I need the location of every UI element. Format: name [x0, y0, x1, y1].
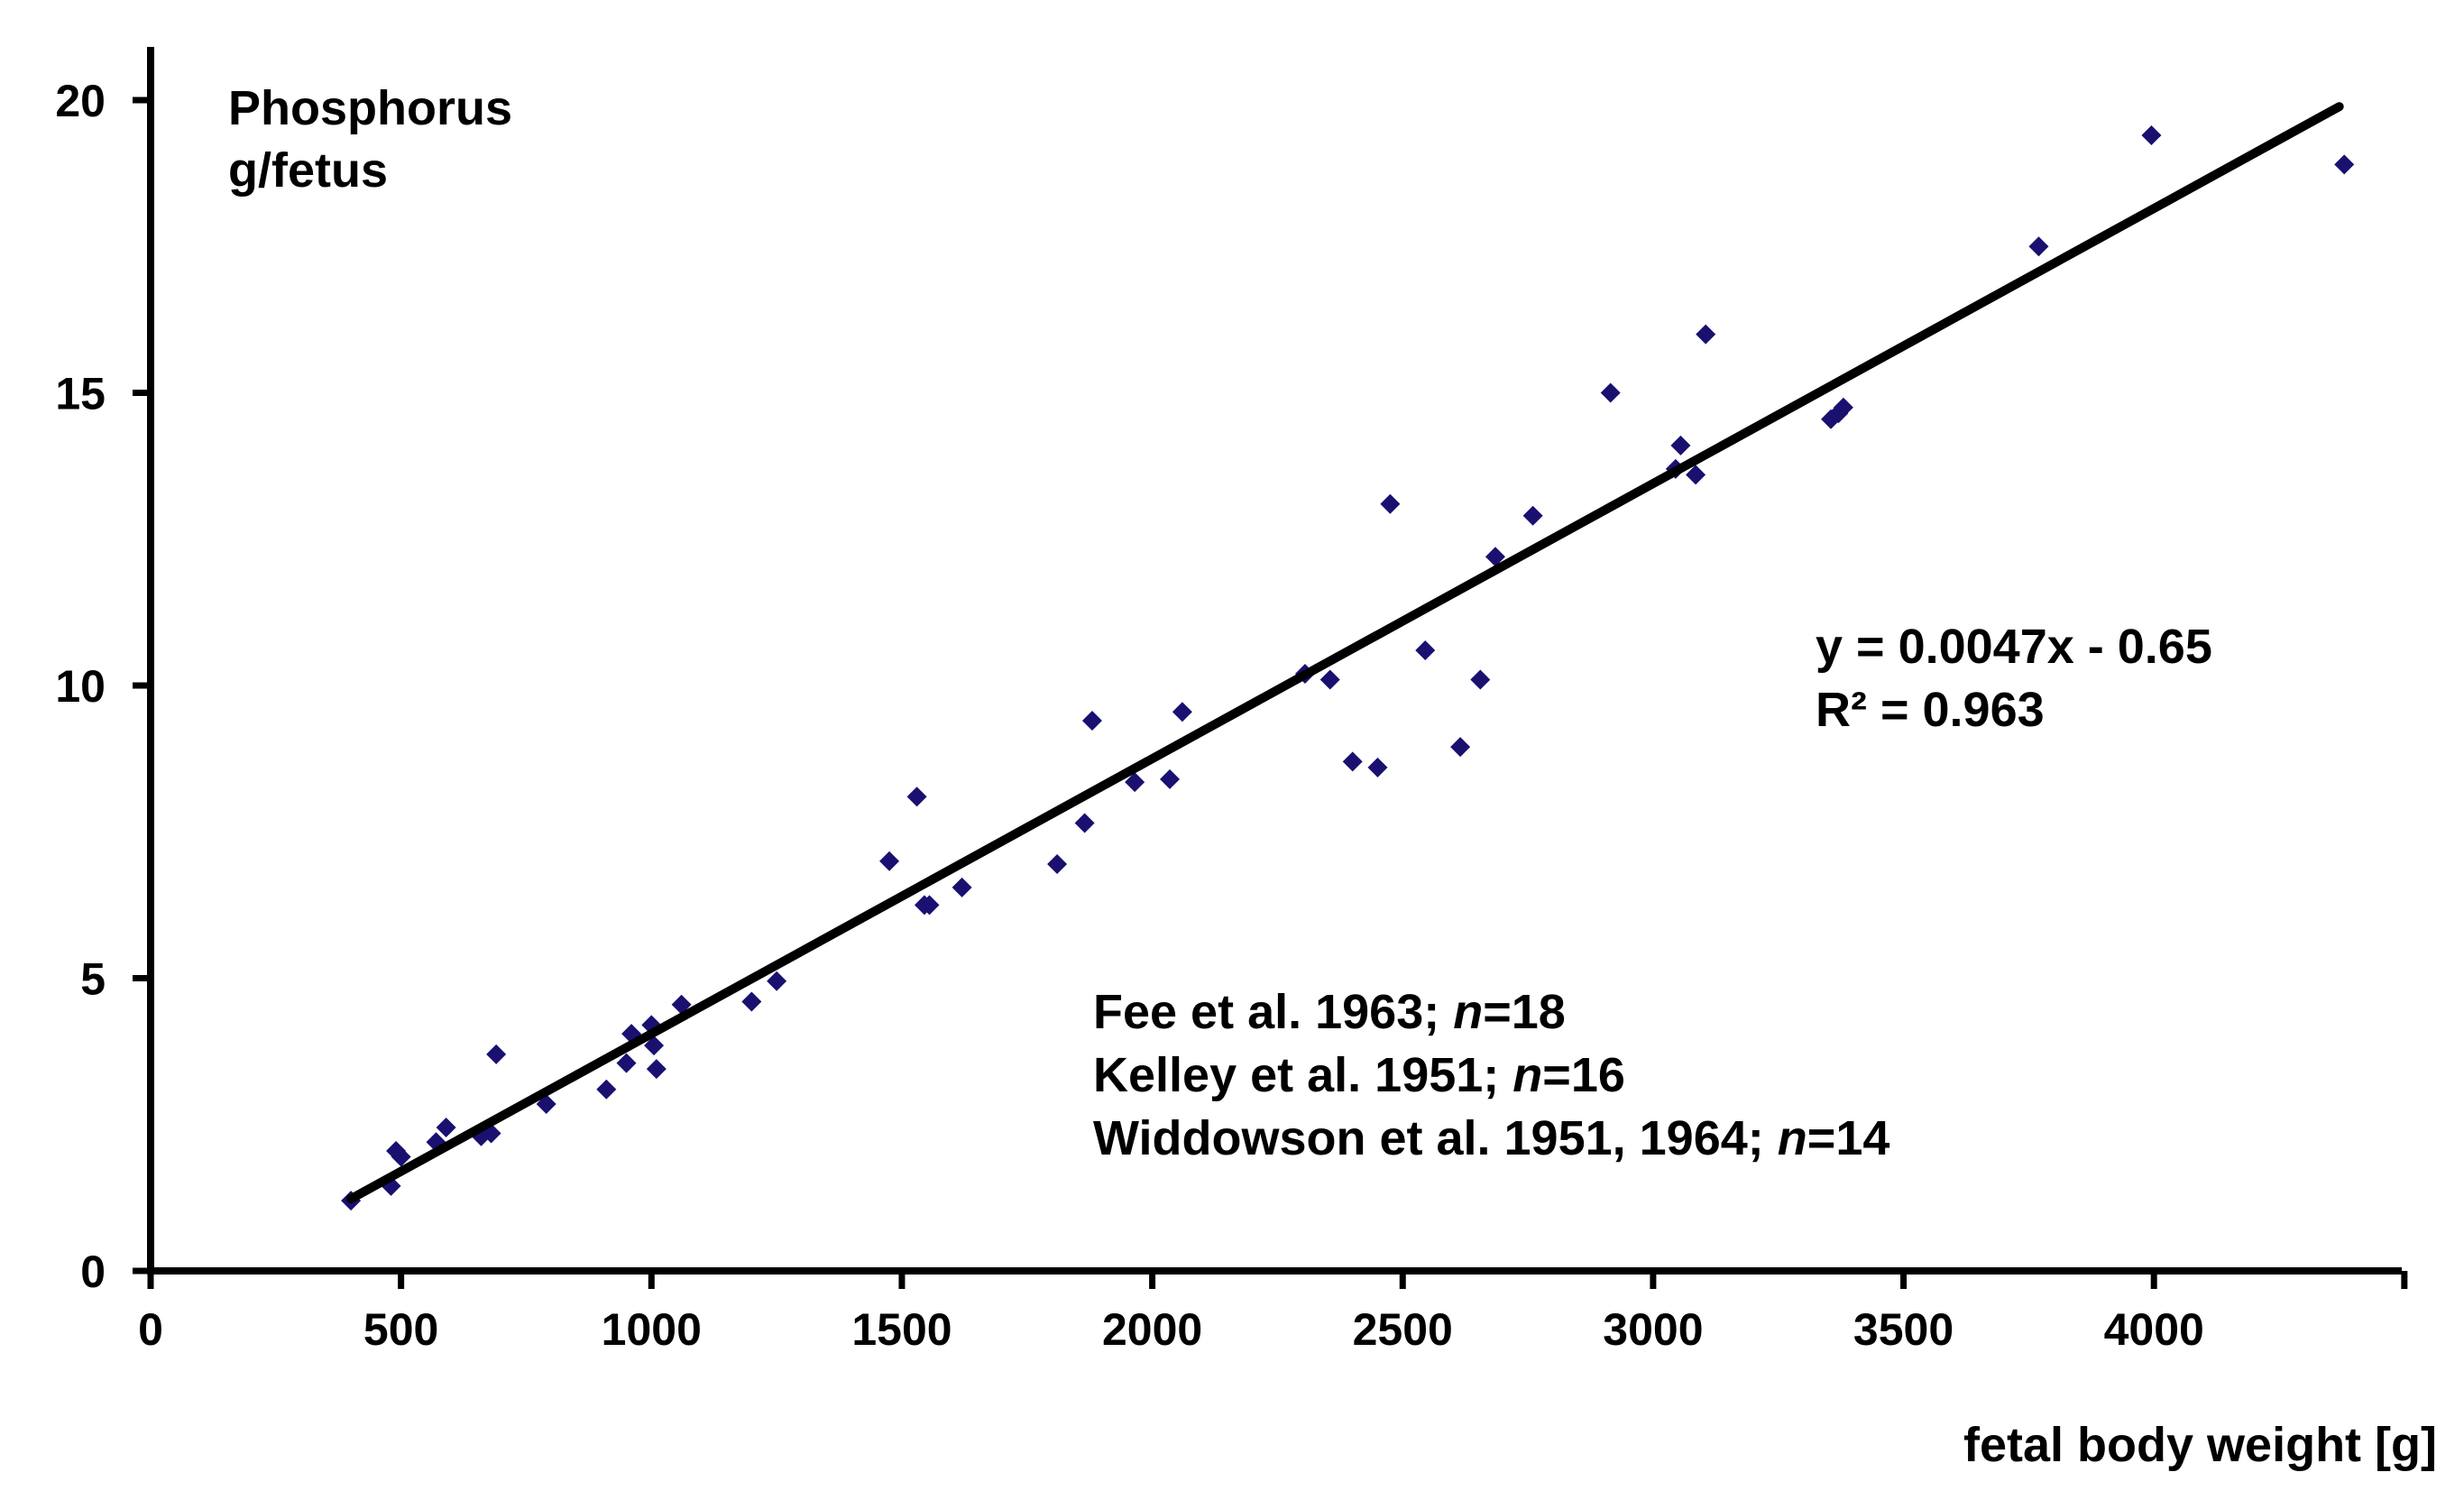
data-point: [1485, 547, 1505, 567]
data-point: [1600, 382, 1621, 403]
data-point: [2028, 236, 2049, 257]
y-axis-label-line2: g/fetus: [228, 143, 388, 198]
data-point: [2141, 124, 2162, 145]
x-tick-label: 4000: [2104, 1304, 2204, 1355]
data-point: [1074, 813, 1095, 833]
x-ticks: 0 500 1000 1500 2000 2500 3000 3500 4000: [138, 1271, 2408, 1355]
data-point: [906, 787, 927, 807]
data-points: [341, 124, 2355, 1211]
data-point: [1081, 710, 1102, 731]
data-point: [1160, 768, 1181, 789]
data-point: [879, 851, 900, 871]
data-point: [1696, 324, 1716, 345]
data-point: [1047, 853, 1068, 874]
x-axis-label: fetal body weight [g]: [1963, 1418, 2437, 1472]
data-point: [741, 991, 762, 1012]
data-point: [1470, 669, 1491, 690]
data-point: [1367, 757, 1388, 778]
y-ticks: 0 5 10 15 20: [55, 76, 151, 1297]
data-point: [2334, 154, 2355, 175]
x-tick-label: 2000: [1102, 1304, 1202, 1355]
source-widdowson: Widdowson et al. 1951, 1964; n=14: [1093, 1111, 1889, 1165]
x-tick-label: 1000: [602, 1304, 702, 1355]
x-tick-label: 3000: [1603, 1304, 1703, 1355]
y-tick-label: 10: [55, 661, 106, 712]
data-point: [596, 1079, 617, 1100]
data-point: [436, 1117, 456, 1137]
data-point: [919, 895, 940, 916]
data-point: [1172, 702, 1192, 722]
data-point: [1686, 465, 1706, 485]
x-tick-label: 3500: [1853, 1304, 1954, 1355]
data-point: [1670, 435, 1691, 456]
x-tick-label: 500: [363, 1304, 438, 1355]
data-point: [767, 971, 787, 991]
y-tick-label: 15: [55, 369, 106, 419]
trendline-equation: y = 0.0047x - 0.65: [1816, 620, 2212, 674]
source-kelley: Kelley et al. 1951; n=16: [1093, 1048, 1625, 1102]
data-point: [616, 1053, 637, 1073]
y-tick-label: 20: [55, 76, 106, 126]
trendline: [346, 102, 2344, 1204]
x-tick-label: 1500: [851, 1304, 952, 1355]
y-axis-label-line1: Phosphorus: [228, 81, 512, 135]
trendline-r-squared: R² = 0.963: [1816, 683, 2045, 737]
data-point: [486, 1044, 507, 1064]
data-point: [1380, 493, 1401, 514]
data-point: [644, 1035, 665, 1056]
data-point: [1828, 403, 1849, 424]
data-point: [646, 1059, 667, 1080]
data-point: [391, 1146, 411, 1167]
data-point: [1125, 772, 1145, 793]
data-point: [1319, 669, 1340, 690]
data-point: [1415, 640, 1436, 661]
data-point: [1450, 737, 1471, 758]
data-point: [1522, 505, 1543, 526]
data-point: [1342, 751, 1363, 772]
y-tick-label: 0: [80, 1247, 106, 1297]
data-point: [952, 877, 972, 897]
y-tick-label: 5: [80, 954, 106, 1005]
x-tick-label: 0: [138, 1304, 163, 1355]
x-tick-label: 2500: [1353, 1304, 1453, 1355]
source-fee: Fee et al. 1963; n=18: [1093, 985, 1566, 1039]
data-point: [1833, 397, 1853, 418]
